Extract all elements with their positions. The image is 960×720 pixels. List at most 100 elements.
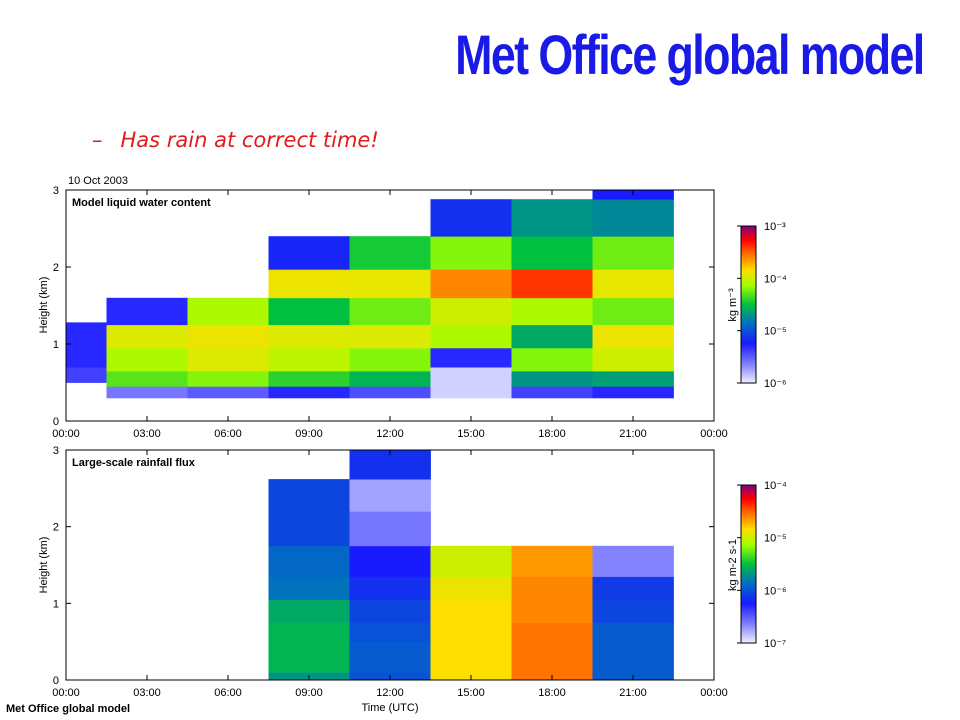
lwc-colorbar-tick-label: 10⁻⁶ [764, 378, 787, 390]
lwc-y-tick-label: 3 [53, 185, 59, 197]
rain-cell-1-6 [349, 511, 431, 547]
lwc-cells [66, 190, 674, 399]
lwc-cell-5-1 [430, 347, 512, 368]
rain-cell-0-2 [268, 599, 350, 623]
rain-cell-0-5 [268, 479, 350, 547]
bullet-point: – Has rain at correct time! [92, 128, 379, 152]
lwc-colorbar: 10⁻⁶ 10⁻⁵ 10⁻⁴ 10⁻³ kg m⁻³ [727, 221, 787, 390]
lwc-cell-0-1 [66, 322, 107, 368]
lwc-panel: 00:00 03:00 06:00 09:00 12:00 15:00 18:00 21:00… [38, 185, 787, 440]
lwc-cell-1-3 [106, 324, 188, 349]
rain-y-tick-label: 3 [53, 445, 59, 457]
rain-x-axis-label: Time (UTC) [361, 702, 418, 714]
rain-panel: 00:00 03:00 06:00 09:00 12:00 15:00 18:00 21:00… [38, 445, 787, 714]
rain-y-axis-label: Height (km) [38, 537, 50, 594]
rain-cell-3-1 [511, 576, 593, 623]
lwc-cell-4-4 [349, 297, 431, 326]
lwc-cell-7-0 [592, 386, 674, 399]
rain-colorbar-tick-label: 10⁻⁶ [764, 585, 787, 597]
rain-cell-2-1 [430, 576, 512, 600]
lwc-y-tick-label: 0 [53, 416, 59, 428]
lwc-cell-6-2 [511, 347, 593, 372]
lwc-cell-3-2 [268, 347, 350, 372]
lwc-x-tick-label: 03:00 [133, 428, 161, 440]
rain-colorbar-label: kg m-2 s-1 [727, 539, 739, 591]
lwc-cell-6-4 [511, 297, 593, 326]
rain-x-tick-label: 06:00 [214, 687, 242, 699]
lwc-y-ticks: 0 1 2 3 [53, 185, 714, 428]
lwc-cell-3-6 [268, 236, 350, 270]
lwc-cell-4-6 [349, 236, 431, 270]
lwc-cell-2-2 [187, 347, 269, 372]
lwc-cell-7-4 [592, 297, 674, 326]
lwc-cell-5-2 [430, 324, 512, 349]
lwc-x-tick-label: 12:00 [376, 428, 404, 440]
lwc-cell-1-4 [106, 297, 188, 326]
rain-cell-3-0 [511, 622, 593, 681]
rain-y-tick-label: 0 [53, 675, 59, 687]
lwc-x-tick-label: 21:00 [619, 428, 647, 440]
rain-cell-0-1 [268, 622, 350, 673]
rain-cell-1-3 [349, 599, 431, 623]
lwc-cell-2-4 [187, 297, 269, 326]
lwc-cell-7-6 [592, 236, 674, 270]
lwc-cell-1-1 [106, 370, 188, 387]
rain-x-tick-label: 18:00 [538, 687, 566, 699]
lwc-cell-5-4 [430, 269, 512, 299]
lwc-cell-6-5 [511, 269, 593, 299]
lwc-x-tick-label: 00:00 [52, 428, 80, 440]
lwc-cell-7-5 [592, 269, 674, 299]
lwc-cell-6-7 [511, 199, 593, 237]
rain-y-ticks: 0 1 2 3 [53, 445, 714, 687]
rain-colorbar-tick-label: 10⁻⁵ [764, 533, 787, 545]
rain-x-tick-label: 00:00 [52, 687, 80, 699]
rain-cell-1-1 [349, 641, 431, 673]
rain-y-tick-label: 1 [53, 598, 59, 610]
rain-cell-1-4 [349, 576, 431, 600]
footer-label: Met Office global model [6, 703, 130, 715]
lwc-cell-7-1 [592, 370, 674, 387]
lwc-cell-4-0 [349, 386, 431, 399]
rain-x-tick-label: 09:00 [295, 687, 323, 699]
lwc-cell-1-2 [106, 347, 188, 372]
rain-cell-4-0 [592, 622, 674, 681]
rain-cell-1-5 [349, 545, 431, 577]
lwc-cell-7-7 [592, 199, 674, 237]
rain-colorbar: 10⁻⁷ 10⁻⁶ 10⁻⁵ 10⁻⁴ kg m-2 s-1 [727, 480, 787, 650]
rain-colorbar-tick-label: 10⁻⁴ [764, 480, 787, 492]
rain-x-tick-label: 12:00 [376, 687, 404, 699]
lwc-cell-4-1 [349, 370, 431, 387]
rain-x-tick-label: 03:00 [133, 687, 161, 699]
rain-cell-3-2 [511, 545, 593, 577]
lwc-x-tick-label: 09:00 [295, 428, 323, 440]
rain-colorbar-gradient [740, 484, 757, 644]
lwc-cell-3-5 [268, 269, 350, 299]
lwc-cell-4-5 [349, 269, 431, 299]
lwc-cell-7-3 [592, 324, 674, 349]
lwc-cell-0-0 [66, 367, 107, 383]
lwc-cell-5-0 [430, 367, 512, 399]
lwc-x-tick-label: 00:00 [700, 428, 728, 440]
lwc-cell-6-6 [511, 236, 593, 270]
lwc-colorbar-ticks: 10⁻⁶ 10⁻⁵ 10⁻⁴ 10⁻³ [737, 221, 787, 390]
rain-cell-1-2 [349, 622, 431, 643]
lwc-cell-4-3 [349, 324, 431, 349]
lwc-colorbar-tick-label: 10⁻³ [764, 221, 786, 233]
lwc-y-tick-label: 1 [53, 339, 59, 351]
date-label: 10 Oct 2003 [68, 175, 128, 187]
lwc-cell-3-3 [268, 324, 350, 349]
lwc-y-tick-label: 2 [53, 262, 59, 274]
rain-colorbar-ticks: 10⁻⁷ 10⁻⁶ 10⁻⁵ 10⁻⁴ [737, 480, 787, 650]
rain-cell-1-7 [349, 479, 431, 512]
lwc-colorbar-tick-label: 10⁻⁵ [764, 326, 787, 338]
slide-title: Met Office global model [455, 23, 926, 86]
rain-panel-title: Large-scale rainfall flux [72, 457, 196, 469]
lwc-cell-1-0 [106, 386, 188, 399]
rain-cell-0-4 [268, 545, 350, 577]
lwc-cell-7-2 [592, 347, 674, 372]
lwc-cell-3-1 [268, 370, 350, 387]
rain-cell-4-2 [592, 576, 674, 600]
lwc-x-tick-label: 18:00 [538, 428, 566, 440]
rain-x-ticks: 00:00 03:00 06:00 09:00 12:00 15:00 18:00 21:00… [52, 450, 728, 699]
lwc-cell-6-1 [511, 370, 593, 387]
